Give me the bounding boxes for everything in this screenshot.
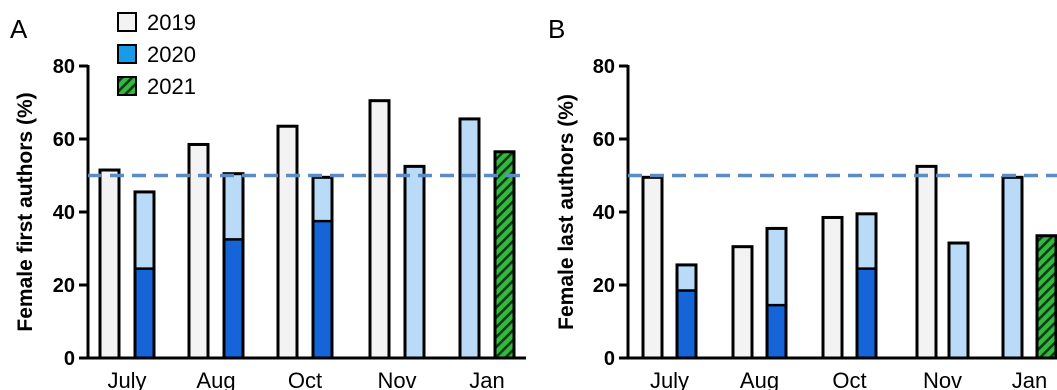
bar-nov-2020: [403, 164, 426, 360]
bar-fill: [823, 217, 842, 358]
plot-area-a: 0 20 40 60 80 July Aug Oct Nov Jan: [53, 56, 526, 390]
bar-july-2020: [133, 190, 156, 360]
legend-label-2020: 2020: [147, 42, 196, 67]
x-category-label: Nov: [377, 368, 416, 390]
bar-dark-segment: [224, 239, 243, 358]
bar-oct-2020: [311, 175, 334, 360]
bar-nov-2020: [947, 241, 970, 360]
bar-outline: [311, 175, 334, 360]
x-category-label: Jan: [469, 368, 504, 390]
bar-fill: [917, 166, 936, 358]
x-category-label: Aug: [196, 368, 235, 390]
bar-aug-2020: [765, 226, 788, 360]
y-tick-label: 20: [53, 275, 75, 297]
bar-outline: [403, 164, 426, 360]
legend-swatch-2020: [117, 44, 137, 64]
x-category-label: July: [107, 368, 146, 390]
legend-swatch-2021: [117, 76, 137, 96]
legend-item-2019: 2019: [117, 10, 196, 35]
bar-outline: [98, 168, 121, 360]
y-tick-label: 0: [64, 348, 75, 370]
bar-outline: [1001, 175, 1024, 360]
bar-fill: [370, 100, 389, 359]
bar-jan-2021: [493, 150, 516, 360]
legend-swatch-2019: [117, 12, 137, 32]
bar-outline: [493, 150, 516, 360]
x-category-label: Jan: [1012, 368, 1047, 390]
bar-dark-segment: [677, 290, 696, 358]
x-category-label: Oct: [832, 368, 866, 390]
bar-outline: [368, 99, 391, 360]
bar-outline: [765, 226, 788, 360]
bar-fill: [100, 170, 119, 358]
bar-fill: [189, 144, 208, 358]
bar-dark-segment: [767, 305, 786, 358]
bar-nov-2019: [915, 164, 938, 360]
bar-july-2019: [98, 168, 121, 360]
y-tick-label: 80: [593, 56, 615, 78]
legend-item-2021: 2021: [117, 74, 196, 99]
bar-outline: [821, 215, 844, 360]
bar-oct-2019: [821, 215, 844, 360]
bar-oct-2019: [276, 124, 299, 360]
bar-fill: [495, 151, 514, 358]
y-tick-label: 60: [53, 129, 75, 151]
legend-label-2019: 2019: [147, 10, 196, 35]
bar-fill: [1037, 235, 1056, 358]
bar-fill: [278, 126, 297, 358]
x-category-label: Nov: [923, 368, 962, 390]
bar-aug-2019: [187, 142, 210, 360]
panel-letter-a: A: [10, 14, 28, 44]
bar-fill: [1003, 177, 1022, 358]
x-category-label: Oct: [288, 368, 322, 390]
bar-fill: [733, 246, 752, 358]
bar-fill: [405, 166, 424, 358]
bar-fill: [949, 243, 968, 358]
bar-fill: [460, 118, 479, 358]
bar-outline: [133, 190, 156, 360]
y-tick-label: 40: [593, 202, 615, 224]
y-tick-label: 40: [53, 202, 75, 224]
panel-a: A Female first authors (%) 0 20 40 60 80 July…: [10, 14, 526, 390]
bar-outline: [915, 164, 938, 360]
bar-jan-2020: [458, 117, 481, 360]
bar-outline: [187, 142, 210, 360]
bar-oct-2020: [855, 212, 878, 360]
legend-label-2021: 2021: [147, 74, 196, 99]
bar-outline: [641, 175, 664, 360]
y-tick-label: 80: [53, 56, 75, 78]
bar-outline: [1035, 234, 1057, 360]
bar-outline: [675, 263, 698, 360]
bar-jan-2021: [1035, 234, 1057, 360]
bar-july-2020: [675, 263, 698, 360]
bar-fill: [643, 177, 662, 358]
bar-outline: [947, 241, 970, 360]
bar-dark-segment: [313, 221, 332, 358]
bar-outline: [222, 172, 245, 360]
y-axis-label-a: Female first authors (%): [14, 92, 37, 331]
x-category-label: July: [650, 368, 689, 390]
bar-july-2019: [641, 175, 664, 360]
bar-dark-segment: [857, 268, 876, 358]
bar-outline: [855, 212, 878, 360]
bar-jan-2020: [1001, 175, 1024, 360]
bar-nov-2019: [368, 99, 391, 360]
bar-aug-2020: [222, 172, 245, 360]
plot-area-b: 0 20 40 60 80 July Aug Oct Nov Jan: [593, 56, 1057, 390]
x-category-label: Aug: [740, 368, 779, 390]
y-tick-label: 20: [593, 275, 615, 297]
bar-outline: [458, 117, 481, 360]
legend-item-2020: 2020: [117, 42, 196, 67]
y-tick-label: 0: [604, 348, 615, 370]
bar-outline: [276, 124, 299, 360]
y-tick-label: 60: [593, 129, 615, 151]
panel-b: B Female last authors (%) 0 20 40 60 80 July A…: [548, 14, 1057, 390]
y-axis-label-b: Female last authors (%): [555, 94, 578, 330]
bar-dark-segment: [135, 268, 154, 358]
bar-outline: [731, 245, 754, 360]
panel-letter-b: B: [548, 14, 565, 44]
legend: 2019 2020 2021: [117, 10, 196, 99]
bar-aug-2019: [731, 245, 754, 360]
